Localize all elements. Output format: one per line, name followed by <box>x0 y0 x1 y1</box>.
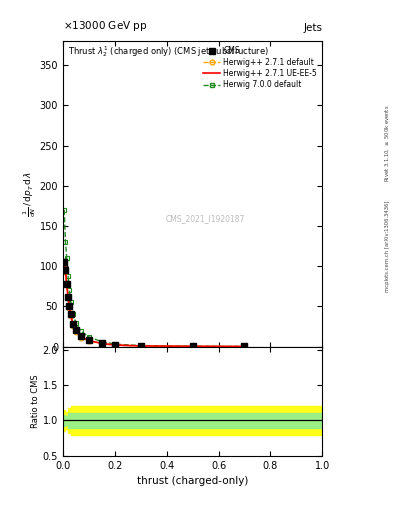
Y-axis label: $\frac{1}{\mathrm{d}N}\,/\,\mathrm{d}p_T\,\mathrm{d}\,\lambda$: $\frac{1}{\mathrm{d}N}\,/\,\mathrm{d}p_T… <box>21 170 38 217</box>
Text: $\times$13000 GeV pp: $\times$13000 GeV pp <box>63 19 147 33</box>
Text: Rivet 3.1.10, $\geq$ 500k events: Rivet 3.1.10, $\geq$ 500k events <box>383 104 391 182</box>
X-axis label: thrust (charged-only): thrust (charged-only) <box>137 476 248 486</box>
Legend: CMS, Herwig++ 2.7.1 default, Herwig++ 2.7.1 UE-EE-5, Herwig 7.0.0 default: CMS, Herwig++ 2.7.1 default, Herwig++ 2.… <box>202 45 318 91</box>
Text: CMS_2021_I1920187: CMS_2021_I1920187 <box>166 214 245 223</box>
Y-axis label: Ratio to CMS: Ratio to CMS <box>31 374 40 428</box>
Text: Thrust $\lambda_2^1$ (charged only) (CMS jet substructure): Thrust $\lambda_2^1$ (charged only) (CMS… <box>68 44 269 59</box>
Text: Jets: Jets <box>303 23 322 33</box>
Text: mcplots.cern.ch [arXiv:1306.3436]: mcplots.cern.ch [arXiv:1306.3436] <box>385 200 389 291</box>
